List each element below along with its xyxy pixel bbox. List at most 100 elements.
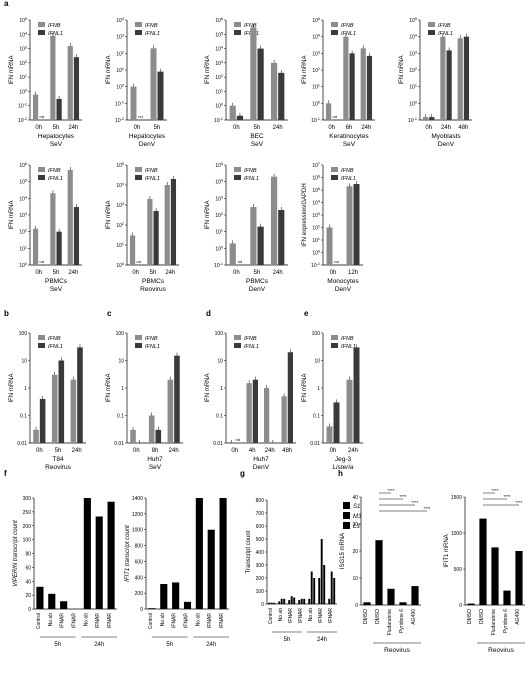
e-caption-1: Listeria — [333, 464, 354, 471]
a5-caption-1: DenV — [438, 141, 455, 148]
f1-x-tick-label: IFNAR — [72, 613, 78, 628]
h1-panel-label: h — [338, 469, 343, 478]
a9-y-tick-label: 10-1 — [311, 262, 320, 269]
a9-caption-1: DenV — [335, 286, 352, 293]
h2-bar — [491, 547, 499, 605]
a4-x-tick-label: 0h — [328, 125, 335, 131]
h1-y-tick-label: 30 — [352, 522, 358, 528]
g-group-label: 5h — [284, 637, 291, 643]
e-legend-swatch — [331, 343, 338, 348]
a1-bar — [56, 98, 62, 120]
f1-panel-label: f — [4, 469, 7, 478]
a3-caption-1: SeV — [251, 141, 264, 148]
a8-y-tick-label: 105 — [215, 162, 223, 169]
a8-y-tick-label: 101 — [215, 229, 223, 236]
a8-bar — [270, 176, 278, 265]
f1-x-tick-label: No ab — [83, 613, 89, 627]
e-panel-label: e — [304, 309, 309, 318]
h2-x-tick-label: Fludarabine — [491, 609, 497, 636]
f1-bar — [95, 516, 103, 609]
a1-legend-label: IFNB — [48, 23, 61, 29]
a5-y-tick-label: 105 — [409, 17, 417, 24]
a5-bar — [463, 36, 470, 120]
g-x-tick-label: IFNAR — [318, 608, 324, 623]
a3-y-tick-label: 102 — [215, 74, 223, 81]
a1-legend-label: IFNL1 — [48, 31, 63, 37]
e-bar — [326, 426, 333, 443]
b-panel-label: b — [4, 309, 9, 318]
h2-y-tick-label: 1000 — [451, 531, 462, 537]
h1-x-tick-label: DMSO — [363, 609, 369, 624]
h1-caption-0: Reovirus — [384, 647, 410, 654]
d-y-tick-label: 10 — [217, 359, 223, 365]
c-y-tick-label: 10 — [118, 359, 124, 365]
f1-y-tick-label: 60 — [25, 565, 31, 571]
f2-y-tick-label: 200 — [135, 591, 144, 597]
a7-y-tick-label: 105 — [116, 162, 124, 169]
d-legend-label: IFNB — [244, 336, 257, 342]
e-bar — [333, 402, 340, 443]
a2-y-tick-label: 10-2 — [115, 117, 124, 124]
h2-x-tick-label: DMSO — [479, 609, 485, 624]
d-nd-label: nd — [236, 437, 240, 442]
a6-legend-swatch — [38, 175, 45, 180]
a8-y-tick-label: 102 — [215, 212, 223, 219]
a7-bar — [164, 185, 170, 265]
a9-y-axis-label: IFN expression/GAPDH — [302, 183, 308, 246]
a1-nd-label: nd — [40, 114, 44, 119]
a5-y-tick-label: 101 — [409, 84, 417, 91]
a3-legend-swatch — [234, 22, 241, 27]
e-caption-0: Jeg-3 — [335, 456, 352, 463]
c-x-tick-label: 24h — [169, 448, 179, 454]
a4-bar — [343, 36, 349, 120]
a6-legend-label: IFNL1 — [48, 176, 63, 182]
f1-y-tick-label: 300 — [23, 496, 32, 502]
g-group-label: 24h — [317, 637, 327, 643]
a1-y-axis-label: IFN mRNA — [9, 56, 15, 85]
a6-bar — [56, 231, 62, 265]
a1-x-tick-label: 5h — [53, 125, 60, 131]
a7-legend-label: IFNB — [145, 168, 158, 174]
a1-caption-0: Hepatocytes — [38, 133, 75, 140]
a8-bar — [278, 209, 285, 265]
a3-caption-0: BEC — [250, 133, 264, 140]
a5-legend-label: IFNB — [438, 23, 451, 29]
h1-x-tick-label: AG490 — [411, 609, 417, 625]
a1-y-tick-label: 105 — [19, 17, 27, 24]
e-legend-swatch — [331, 335, 338, 340]
a4-x-tick-label: 24h — [361, 125, 371, 131]
a2-x-tick-label: 0h — [134, 125, 141, 131]
c-legend-label: IFNL1 — [145, 344, 160, 350]
a3-bar — [229, 105, 236, 120]
f2-bar — [160, 584, 168, 609]
e-y-tick-label: 1 — [317, 386, 320, 392]
h1-y-tick-label: 10 — [352, 576, 358, 582]
c-y-tick-label: 100 — [116, 331, 125, 337]
h2-y-tick-label: 1500 — [451, 495, 462, 501]
g-y-tick-label: 400 — [256, 550, 265, 556]
b-legend-label: IFNL1 — [48, 344, 63, 350]
a6-y-axis-label: IFN mRNA — [9, 201, 15, 230]
c-caption-0: Huh7 — [147, 456, 163, 463]
a1-caption-1: SeV — [50, 141, 63, 148]
b-legend-swatch — [38, 335, 45, 340]
d-bar — [281, 396, 287, 443]
g-bar — [288, 600, 291, 604]
a2-y-tick-label: 100 — [116, 84, 124, 91]
e-legend-label: IFNB — [341, 336, 354, 342]
a9-bar — [353, 184, 360, 265]
b-y-tick-label: 0.1 — [20, 414, 27, 420]
a2-legend-label: IFNB — [145, 23, 158, 29]
c-x-tick-label: 8h — [152, 448, 159, 454]
b-bar — [51, 374, 58, 443]
f2-y-tick-label: 1000 — [132, 528, 143, 534]
a4-y-tick-label: 105 — [312, 17, 320, 24]
f1-x-tick-label: No ab — [48, 613, 54, 627]
a9-nd-label: nd — [334, 259, 338, 264]
d-legend-label: IFNL1 — [244, 344, 259, 350]
a1-bar — [50, 35, 56, 120]
g-bar — [333, 578, 336, 604]
a2-legend-swatch — [135, 30, 142, 35]
c-legend-swatch — [135, 343, 142, 348]
g-y-tick-label: 100 — [256, 589, 265, 595]
